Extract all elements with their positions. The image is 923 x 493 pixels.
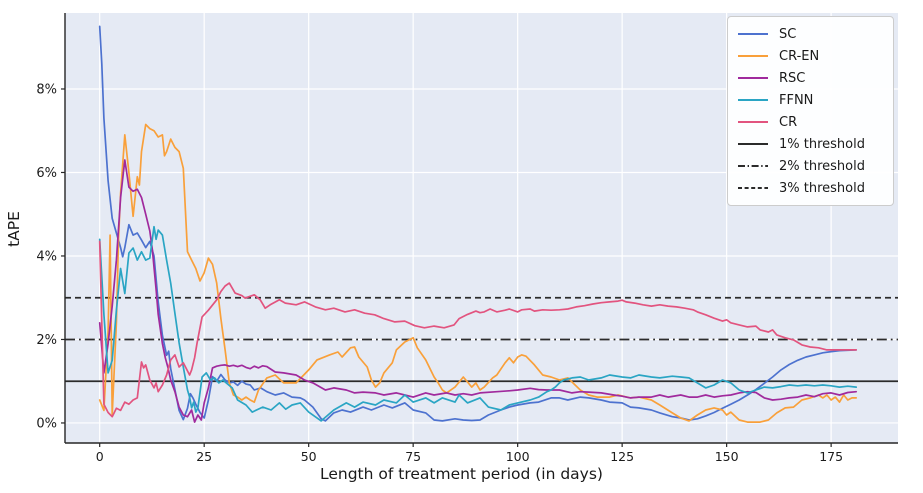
series-line-CR-EN: [98, 123, 858, 423]
legend-line-swatch: [738, 77, 768, 79]
y-tick-label: 8%: [36, 82, 57, 97]
chart-legend: SC CR-EN RSC FFNN CR 1% threshold 2% thr…: [727, 16, 894, 206]
legend-item-RSC: RSC: [737, 67, 885, 89]
legend-item-SC: SC: [737, 23, 885, 45]
series-line-SC: [98, 25, 858, 422]
x-tick-label: 175: [819, 449, 843, 464]
x-tick-label: 100: [506, 449, 530, 464]
legend-line-swatch: [738, 33, 768, 35]
legend-item-CR: CR: [737, 111, 885, 133]
series-line-RSC: [98, 159, 858, 423]
legend-line-swatch: [738, 187, 768, 189]
y-tick-label: 4%: [36, 249, 57, 264]
legend-item-2-threshold: 2% threshold: [737, 155, 885, 177]
legend-line-swatch: [738, 99, 768, 101]
legend-line-swatch: [738, 143, 768, 145]
legend-item-3-threshold: 3% threshold: [737, 177, 885, 199]
legend-item-1-threshold: 1% threshold: [737, 133, 885, 155]
legend-line-swatch: [738, 55, 768, 57]
legend-label: FFNN: [779, 92, 814, 108]
x-tick-label: 50: [301, 449, 317, 464]
legend-item-FFNN: FFNN: [737, 89, 885, 111]
y-tick-label: 6%: [36, 166, 57, 181]
series-line-CR: [98, 240, 858, 418]
series-line-FFNN: [98, 225, 858, 422]
legend-label: CR-EN: [779, 48, 820, 64]
legend-label: CR: [779, 114, 798, 130]
y-tick-label: 2%: [36, 333, 57, 348]
y-axis-label: tAPE: [5, 211, 23, 247]
x-tick-label: 150: [715, 449, 739, 464]
legend-label: 1% threshold: [779, 136, 865, 152]
x-tick-label: 125: [610, 449, 634, 464]
legend-label: 3% threshold: [779, 180, 865, 196]
legend-label: 2% threshold: [779, 158, 865, 174]
x-axis-label: Length of treatment period (in days): [320, 465, 603, 483]
legend-line-swatch: [738, 121, 768, 123]
legend-item-CR-EN: CR-EN: [737, 45, 885, 67]
x-tick-label: 75: [405, 449, 421, 464]
legend-label: RSC: [779, 70, 806, 86]
legend-line-swatch: [738, 165, 768, 167]
y-tick-label: 0%: [36, 416, 57, 431]
legend-label: SC: [779, 26, 797, 42]
x-tick-label: 25: [196, 449, 212, 464]
x-tick-label: 0: [96, 449, 104, 464]
